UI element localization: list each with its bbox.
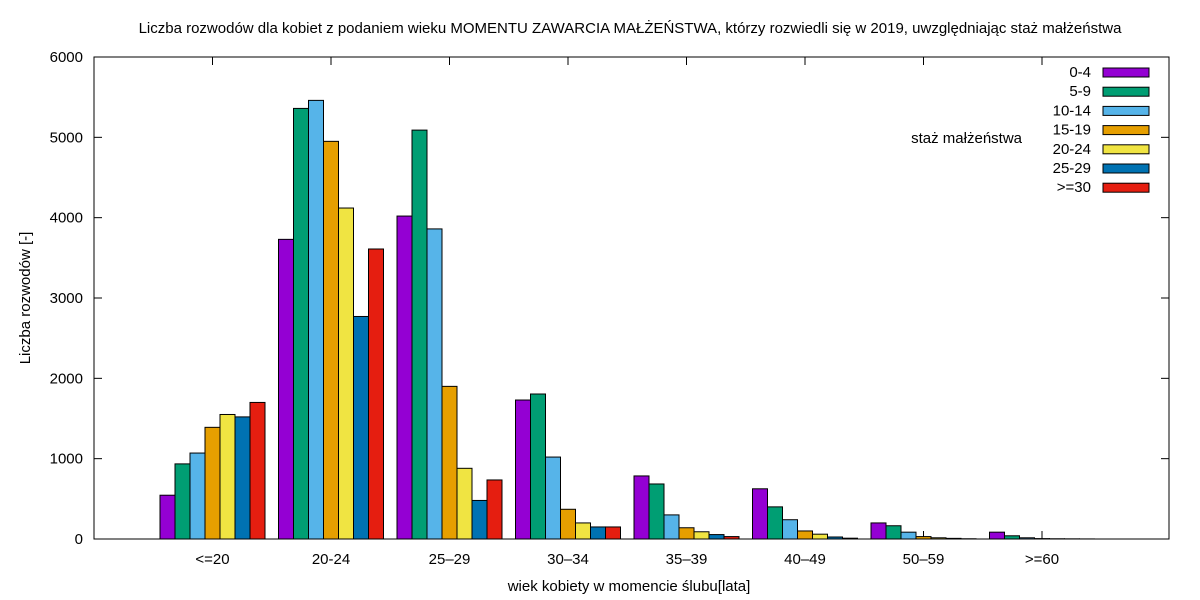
bar: [174, 463, 191, 540]
bar: [723, 536, 740, 540]
bar: [575, 522, 591, 540]
legend-swatch: [1102, 67, 1150, 78]
bar: [663, 514, 680, 540]
bar: [885, 525, 902, 540]
bar: [353, 315, 369, 540]
x-tick-label: 35–39: [666, 551, 708, 568]
y-tick-label: 0: [75, 531, 83, 548]
bar: [605, 526, 621, 540]
bar: [530, 393, 546, 540]
bar: [204, 426, 221, 540]
y-tick-label: 3000: [50, 290, 83, 307]
x-tick-label: >=60: [1025, 551, 1059, 568]
x-tick-label: 20-24: [312, 551, 350, 568]
legend-swatch: [1102, 86, 1150, 97]
bar: [189, 452, 206, 540]
x-tick-label: <=20: [195, 551, 229, 568]
bar: [945, 537, 962, 540]
bar: [249, 401, 266, 540]
legend-title: staż małżeństwa: [911, 130, 1023, 147]
bar: [930, 537, 947, 540]
legend-label: 0-4: [1069, 64, 1091, 81]
bar: [293, 107, 309, 540]
bar: [515, 399, 531, 540]
bar: [560, 508, 576, 540]
bar: [471, 499, 488, 540]
bar: [989, 531, 1005, 540]
bar: [782, 519, 798, 540]
bar: [338, 207, 354, 540]
bar: [915, 536, 932, 540]
x-axis: <=20 20-24 25–29 30–34 35–39 40–49 50–59 >=60: [195, 57, 1059, 568]
bar: [456, 467, 473, 540]
y-axis: 0 1000 2000 3000 4000 5000 6000: [50, 49, 1169, 548]
bar: [219, 413, 236, 540]
bar: [633, 475, 650, 540]
bar: [693, 531, 710, 540]
bar: [842, 537, 858, 540]
y-tick-label: 6000: [50, 49, 83, 66]
bar: [545, 456, 561, 540]
bar: [870, 522, 887, 540]
x-tick-label: 40–49: [784, 551, 826, 568]
legend-label: 10-14: [1053, 102, 1091, 119]
y-axis-label: Liczba rozwodów [-]: [17, 232, 34, 365]
legend-label: 25-29: [1053, 160, 1091, 177]
legend-swatch: [1102, 105, 1150, 116]
bar: [426, 228, 443, 540]
bar: [396, 215, 413, 540]
bar: [1019, 537, 1035, 540]
bar: [278, 238, 294, 540]
legend: staż małżeństwa 0-4 5-9 10-14 15-19 20-24 25-…: [911, 64, 1150, 196]
x-tick-label: 50–59: [903, 551, 945, 568]
bar: [441, 385, 458, 540]
bar: [767, 506, 783, 540]
y-tick-label: 4000: [50, 210, 83, 227]
x-tick-label: 25–29: [429, 551, 471, 568]
legend-label: 5-9: [1069, 83, 1091, 100]
legend-label: >=30: [1057, 179, 1091, 196]
y-tick-label: 5000: [50, 129, 83, 146]
legend-swatch: [1102, 125, 1150, 136]
bar: [590, 526, 606, 540]
bar: [708, 534, 725, 540]
bar: [308, 99, 324, 540]
bar: [752, 488, 768, 540]
bar: [323, 140, 339, 540]
y-tick-label: 1000: [50, 451, 83, 468]
bar: [411, 129, 428, 540]
bar: [900, 531, 917, 540]
x-axis-label: wiek kobiety w momencie ślubu[lata]: [507, 578, 751, 595]
bar: [812, 533, 828, 540]
x-tick-label: 30–34: [547, 551, 589, 568]
legend-swatch: [1102, 182, 1150, 193]
bar: [827, 536, 843, 540]
bar: [234, 416, 251, 540]
bars: [159, 99, 1095, 540]
bar: [1004, 535, 1020, 540]
bar: [797, 530, 813, 540]
legend-swatch: [1102, 144, 1150, 155]
y-tick-label: 2000: [50, 370, 83, 387]
bar: [368, 248, 384, 540]
bar: [486, 479, 503, 540]
bar: [648, 483, 665, 540]
legend-swatch: [1102, 163, 1150, 174]
chart-title: Liczba rozwodów dla kobiet z podaniem wi…: [139, 19, 1123, 37]
bar: [678, 527, 695, 540]
bar: [159, 494, 176, 540]
legend-label: 15-19: [1053, 122, 1091, 139]
legend-label: 20-24: [1053, 141, 1091, 158]
